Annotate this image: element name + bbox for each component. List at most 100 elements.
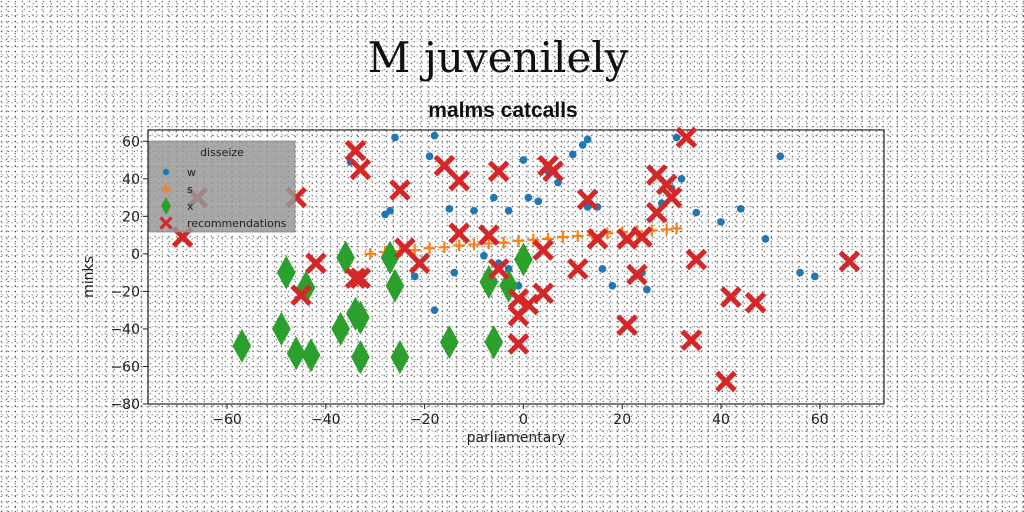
x-tick-label: −40 xyxy=(311,412,341,428)
x-tick-label: −60 xyxy=(212,412,242,428)
data-point xyxy=(349,267,372,290)
data-point xyxy=(715,370,737,393)
data-point xyxy=(380,240,400,275)
data-point xyxy=(364,248,377,260)
data-point xyxy=(386,206,394,215)
data-point xyxy=(351,300,370,335)
legend-marker xyxy=(159,216,173,230)
y-axis-ticks: −80 −60 −40 −20 0 20 40 60 xyxy=(110,134,148,413)
data-point xyxy=(394,237,416,260)
data-point xyxy=(717,218,725,226)
data-point xyxy=(499,268,518,303)
x-tick-label: −20 xyxy=(410,412,440,428)
data-point xyxy=(331,311,350,346)
data-point xyxy=(507,333,530,355)
data-point xyxy=(276,255,296,290)
data-point xyxy=(450,268,459,277)
data-point xyxy=(578,141,587,149)
data-point xyxy=(497,236,510,249)
data-point xyxy=(677,174,686,183)
data-point xyxy=(532,239,554,261)
data-point xyxy=(484,325,504,360)
data-point xyxy=(430,306,439,315)
data-point xyxy=(586,228,609,250)
data-point xyxy=(643,285,651,294)
data-point xyxy=(557,231,569,243)
data-point xyxy=(423,242,436,255)
data-point xyxy=(675,126,698,149)
y-tick-label: −20 xyxy=(110,284,140,300)
y-tick-label: −40 xyxy=(110,322,140,338)
legend-label: s xyxy=(187,183,193,196)
data-point xyxy=(608,281,617,290)
data-point xyxy=(811,272,819,281)
data-point xyxy=(670,222,683,235)
data-point xyxy=(301,338,321,373)
data-point xyxy=(410,272,419,281)
data-point xyxy=(507,288,530,310)
legend-marker xyxy=(161,197,171,215)
legend-label: recommendations xyxy=(187,217,287,230)
data-point xyxy=(480,251,488,260)
data-point xyxy=(305,252,327,275)
data-point xyxy=(685,248,708,271)
chart-title: M juvenilely xyxy=(368,33,629,82)
data-point xyxy=(519,156,528,164)
data-point xyxy=(445,204,454,213)
chart-subtitle: malms catcalls xyxy=(428,99,577,122)
data-point xyxy=(542,160,564,183)
data-point xyxy=(616,314,638,336)
legend-label: w xyxy=(187,166,196,179)
data-point xyxy=(482,237,495,250)
data-point xyxy=(576,188,599,211)
data-point xyxy=(761,235,770,243)
x-axis-ticks: −60 −40 −20 0 20 40 60 xyxy=(212,404,829,428)
data-point xyxy=(470,206,478,215)
data-point xyxy=(568,150,577,159)
data-point xyxy=(532,282,554,305)
data-point xyxy=(290,284,312,306)
legend-marker xyxy=(162,168,170,176)
data-point xyxy=(349,158,372,181)
data-point xyxy=(631,226,653,248)
data-point xyxy=(514,242,533,277)
data-point xyxy=(571,230,584,242)
legend: disseize wsx recommendations xyxy=(148,140,296,233)
legend-box xyxy=(148,140,296,233)
data-point xyxy=(232,328,252,363)
data-point xyxy=(512,234,525,247)
data-point xyxy=(408,244,421,256)
data-point xyxy=(838,250,861,273)
data-point xyxy=(583,135,592,144)
y-tick-label: −80 xyxy=(110,397,140,413)
data-point xyxy=(448,169,470,192)
plot-frame xyxy=(147,129,885,405)
data-point xyxy=(660,223,673,236)
x-tick-label: 0 xyxy=(519,412,528,428)
data-point xyxy=(344,139,367,162)
y-tick-label: 20 xyxy=(122,209,140,225)
y-tick-label: 40 xyxy=(122,172,140,188)
data-marks xyxy=(171,126,861,393)
data-point xyxy=(433,154,456,177)
y-tick-label: 60 xyxy=(122,134,140,150)
data-point xyxy=(534,197,543,206)
data-point xyxy=(692,208,701,217)
data-point xyxy=(487,160,510,183)
data-point xyxy=(598,265,607,273)
data-point xyxy=(744,291,767,314)
data-point xyxy=(272,311,291,346)
data-point xyxy=(660,186,683,209)
data-point xyxy=(385,268,405,303)
data-point xyxy=(453,239,466,252)
data-point xyxy=(736,204,745,213)
y-tick-label: 0 xyxy=(131,247,140,263)
x-tick-label: 40 xyxy=(712,412,730,428)
x-tick-label: 20 xyxy=(613,412,631,428)
data-point xyxy=(438,241,451,254)
data-point xyxy=(680,329,703,351)
x-tick-label: 60 xyxy=(811,412,829,428)
data-point xyxy=(645,201,668,224)
data-point xyxy=(468,238,480,251)
